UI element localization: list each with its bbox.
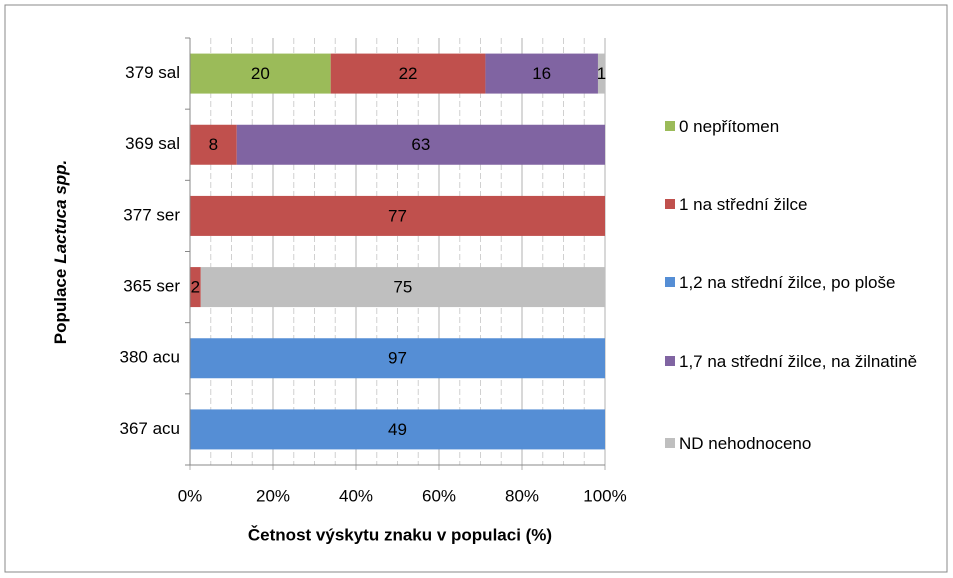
y-tick-label: 367 acu: [120, 419, 181, 438]
data-label: 49: [388, 420, 407, 439]
legend-label: 1 na střední žilce: [679, 195, 808, 214]
y-tick-label: 380 acu: [120, 348, 181, 367]
y-tick-label: 365 ser: [123, 277, 180, 296]
bar-segment: [190, 409, 605, 450]
x-tick-label: 20%: [256, 486, 290, 505]
legend-label: 1,7 na střední žilce, na žilnatině: [679, 352, 918, 371]
legend-swatch: [665, 277, 675, 287]
y-tick-label: 379 sal: [125, 63, 180, 82]
data-label: 63: [411, 135, 430, 154]
data-label: 97: [388, 349, 407, 368]
bar-segment: [190, 267, 201, 308]
legend-swatch: [665, 199, 675, 209]
y-axis-title-part: Populace: [51, 269, 70, 345]
y-tick-label: 369 sal: [125, 134, 180, 153]
x-tick-label: 100%: [583, 486, 626, 505]
bar-segment: [200, 267, 605, 308]
x-tick-label: 60%: [422, 486, 456, 505]
data-label: 2: [191, 278, 200, 297]
legend-label: 0 nepřítomen: [679, 117, 780, 136]
legend-swatch: [665, 356, 675, 366]
legend-entry: 1 na střední žilce: [665, 188, 925, 222]
bar-segment: [330, 53, 486, 94]
data-label: 20: [251, 64, 270, 83]
x-tick-label: 40%: [339, 486, 373, 505]
data-label: 1: [597, 64, 606, 83]
bar-segment: [190, 124, 237, 165]
legend-label: ND nehodnoceno: [679, 434, 812, 453]
legend-swatch: [665, 438, 675, 448]
legend-entry: ND nehodnoceno: [665, 427, 925, 461]
legend-entry: 0 nepřítomen: [665, 110, 925, 144]
bar-segment: [190, 338, 605, 379]
bar-segment: [236, 124, 605, 165]
legend-swatch: [665, 121, 675, 131]
data-label: 16: [532, 64, 551, 83]
legend-entry: 1,2 na střední žilce, po ploše: [665, 266, 925, 300]
x-tick-label: 80%: [505, 486, 539, 505]
data-label: 22: [399, 64, 418, 83]
y-axis-title-part: Lactuca spp.: [51, 160, 70, 264]
x-tick-label: 0%: [178, 486, 203, 505]
bar-segment: [485, 53, 598, 94]
y-tick-label: 377 ser: [123, 205, 180, 224]
y-axis-title: Populace Lactuca spp.: [51, 160, 70, 345]
data-label: 8: [209, 135, 218, 154]
bar-segment: [597, 53, 605, 94]
bar-segment: [190, 53, 331, 94]
legend-entry: 1,7 na střední žilce, na žilnatině: [665, 345, 925, 379]
x-axis-title: Četnost výskytu znaku v populaci (%): [248, 525, 552, 544]
data-label: 75: [393, 278, 412, 297]
data-label: 77: [388, 206, 407, 225]
legend-label: 1,2 na střední žilce, po ploše: [679, 273, 896, 292]
bar-segment: [190, 195, 605, 236]
